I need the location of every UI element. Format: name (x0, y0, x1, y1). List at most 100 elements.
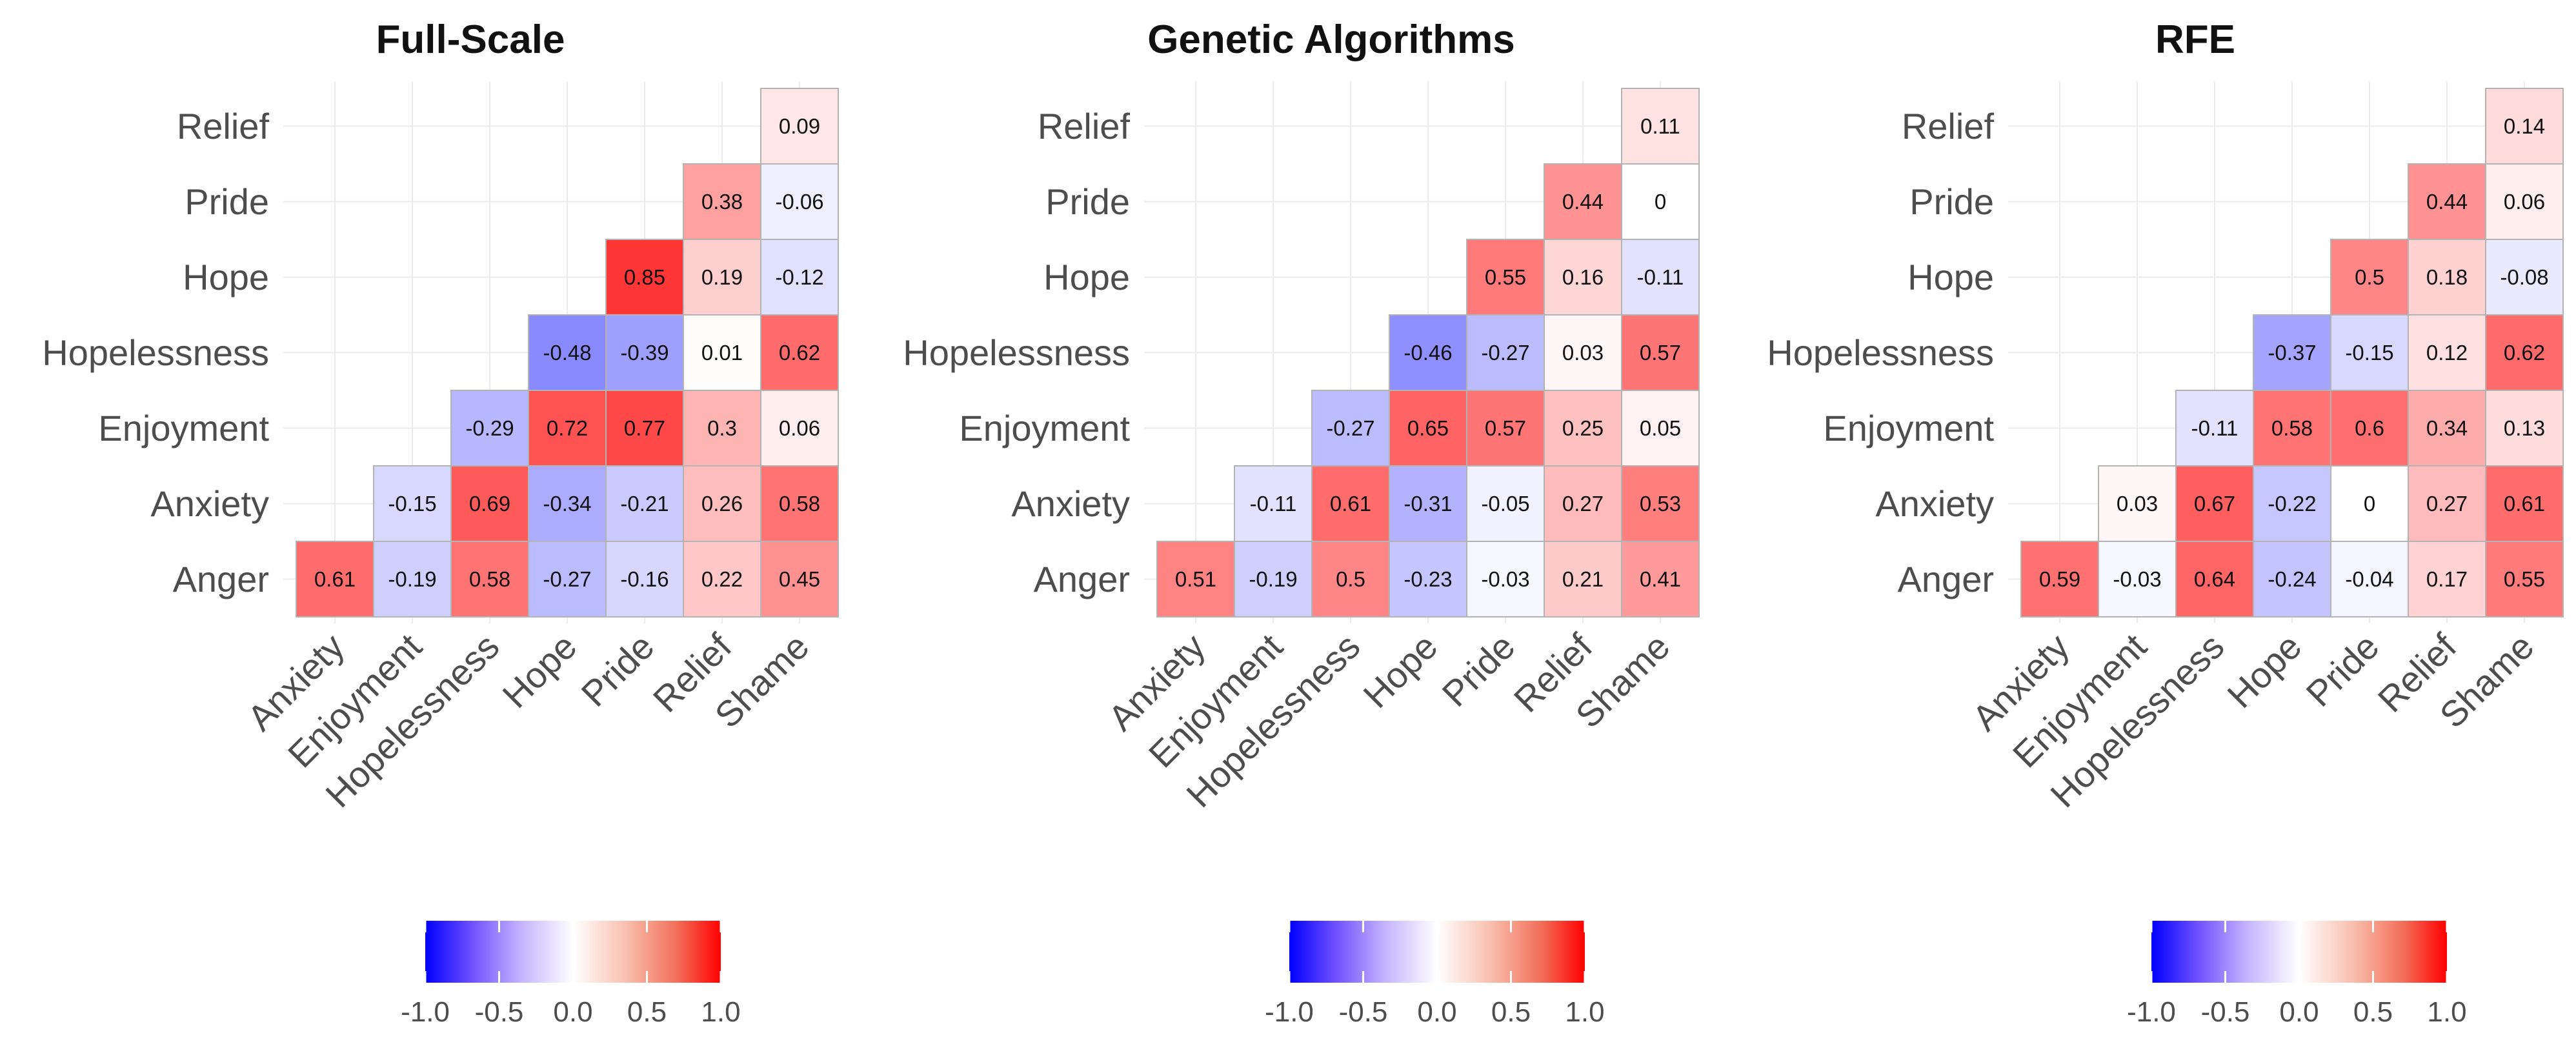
cell-value-label: 0.41 (1640, 567, 1681, 591)
heatmap-cell (1544, 390, 1622, 467)
heatmap-cell (1156, 541, 1235, 617)
cell-value-label: 0.22 (701, 567, 743, 591)
cell-value-label: 0.3 (707, 416, 737, 440)
cell-value-label: 0.44 (1562, 190, 1604, 214)
heatmap-cell (373, 541, 452, 617)
cell-value-label: 0.44 (2426, 190, 2468, 214)
cell-value-label: 0.27 (2426, 492, 2468, 516)
heatmap-cell (683, 390, 761, 467)
cell-value-label: 0.53 (1640, 492, 1681, 516)
heatmap-cell (450, 541, 529, 617)
cell-value-label: 0.77 (624, 416, 665, 440)
cell-value-label: 0.16 (1562, 265, 1604, 289)
heatmap-cell (2485, 239, 2564, 316)
heatmap-cell (2253, 465, 2331, 542)
heatmap-cell (1389, 390, 1467, 467)
y-tick-label: Relief (1038, 106, 1131, 146)
colorbar-tick-label: -0.5 (2201, 996, 2250, 1028)
heatmap-cell (683, 163, 761, 240)
heatmap-cell (760, 390, 839, 467)
cell-value-label: -0.27 (1326, 416, 1374, 440)
y-tick-label: Relief (1902, 106, 1995, 146)
cell-value-label: -0.19 (1249, 567, 1297, 591)
heatmap-cell (2485, 541, 2564, 617)
heatmap-cell (1311, 465, 1390, 542)
heatmap-cell (683, 314, 761, 391)
cell-value-label: -0.03 (2113, 567, 2161, 591)
heatmap-cell (2330, 541, 2409, 617)
colorbar-tick-label: 1.0 (2427, 996, 2466, 1028)
heatmap-cell (2408, 465, 2486, 542)
heatmap-cell (683, 465, 761, 542)
heatmap-cell (760, 88, 839, 165)
heatmap-cell (1621, 390, 1700, 467)
cell-value-label: 0.72 (547, 416, 588, 440)
colorbar-tick-label: -1.0 (401, 996, 450, 1028)
y-tick-label: Pride (1909, 181, 1994, 222)
colorbar-tick-label: -0.5 (475, 996, 524, 1028)
heatmap-cell (760, 314, 839, 391)
heatmap-cell (2175, 390, 2254, 467)
heatmap-cell (2408, 239, 2486, 316)
cell-value-label: 0.64 (2194, 567, 2235, 591)
heatmap-cell (1311, 541, 1390, 617)
cell-value-label: 0.61 (2504, 492, 2545, 516)
y-tick-label: Hopelessness (1767, 332, 1994, 373)
colorbar-tick-label: -0.5 (1339, 996, 1388, 1028)
cell-value-label: -0.04 (2345, 567, 2393, 591)
y-tick-label: Anger (1034, 559, 1130, 599)
heatmap-cell (683, 541, 761, 617)
cell-value-label: 0.51 (1175, 567, 1216, 591)
heatmap-cell (2485, 390, 2564, 467)
cell-value-label: 0.62 (779, 341, 820, 365)
heatmap-cell (605, 239, 684, 316)
heatmap-cell (1621, 541, 1700, 617)
cell-value-label: -0.08 (2500, 265, 2548, 289)
y-tick-label: Anger (1898, 559, 1994, 599)
cell-value-label: -0.05 (1481, 492, 1529, 516)
heatmap-cell (2175, 465, 2254, 542)
y-tick-label: Hope (1907, 257, 1994, 297)
cell-value-label: 0.26 (701, 492, 743, 516)
cell-value-label: 0.61 (314, 567, 356, 591)
cell-value-label: -0.11 (1637, 265, 1684, 289)
cell-value-label: 0 (2364, 492, 2375, 516)
colorbar-tick-label: 0.5 (1491, 996, 1531, 1028)
cell-value-label: 0.06 (779, 416, 820, 440)
cell-value-label: -0.16 (620, 567, 669, 591)
cell-value-label: 0.6 (2355, 416, 2384, 440)
y-tick-label: Enjoyment (959, 408, 1130, 448)
cell-value-label: -0.29 (465, 416, 514, 440)
heatmap-cell (1621, 465, 1700, 542)
heatmap-cell (528, 390, 607, 467)
heatmap-cell (2408, 390, 2486, 467)
cell-value-label: 0.65 (1407, 416, 1449, 440)
heatmap-cell (2020, 541, 2099, 617)
cell-value-label: -0.12 (775, 265, 823, 289)
heatmap-cell (450, 465, 529, 542)
cell-value-label: 0.57 (1640, 341, 1681, 365)
heatmap-cell (450, 390, 529, 467)
cell-value-label: -0.22 (2268, 492, 2316, 516)
cell-value-label: -0.27 (1481, 341, 1529, 365)
heatmap-cell (1544, 465, 1622, 542)
y-tick-label: Enjoyment (98, 408, 269, 448)
heatmap-cell (2330, 314, 2409, 391)
cell-value-label: 0.62 (2504, 341, 2545, 365)
y-tick-label: Relief (177, 106, 270, 146)
heatmap-cell (760, 163, 839, 240)
cell-value-label: 0.61 (1330, 492, 1371, 516)
colorbar-tick-label: 0.0 (553, 996, 592, 1028)
cell-value-label: 0.55 (2504, 567, 2545, 591)
cell-value-label: -0.24 (2268, 567, 2316, 591)
cell-value-label: 0.55 (1485, 265, 1526, 289)
cell-value-label: 0.27 (1562, 492, 1604, 516)
cell-value-label: 0.67 (2194, 492, 2235, 516)
cell-value-label: -0.34 (543, 492, 591, 516)
heatmap-cell (1389, 314, 1467, 391)
heatmap-cell (1621, 88, 1700, 165)
colorbar-tick-label: -1.0 (2127, 996, 2176, 1028)
heatmap-panel-2: Genetic AlgorithmsReliefPrideHopeHopeles… (903, 17, 1700, 1028)
heatmap-cell (1466, 465, 1545, 542)
cell-value-label: 0 (1655, 190, 1666, 214)
